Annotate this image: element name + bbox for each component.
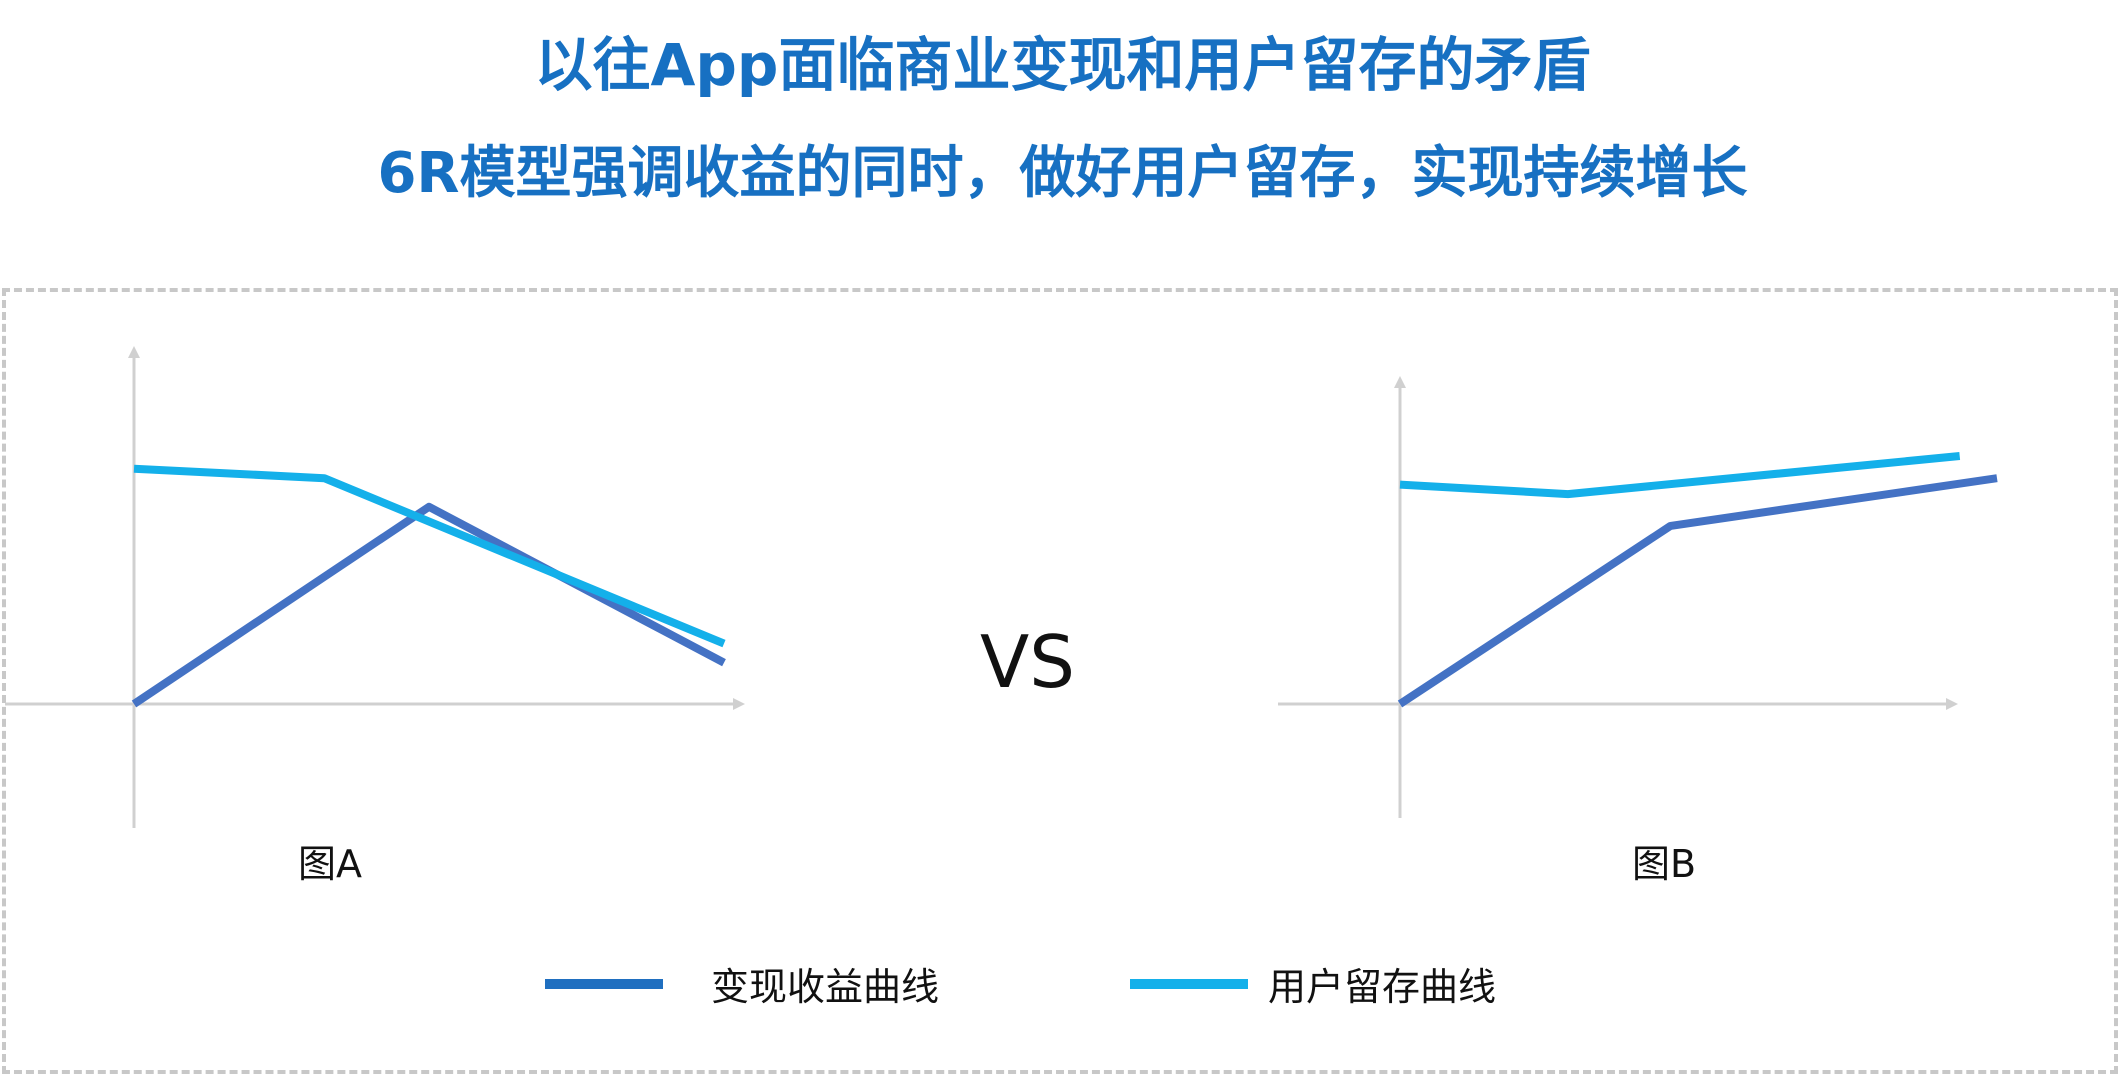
chart-b-x-axis-arrow: [1946, 698, 1958, 710]
chart-b-retention-line: [1399, 452, 1961, 499]
legend-item-revenue: 变现收益曲线: [545, 956, 939, 1011]
chart-b-revenue-line: [1397, 474, 1998, 708]
chart-b: [1278, 376, 1998, 818]
page-subtitle: 6R模型强调收益的同时，做好用户留存，实现持续增长: [377, 141, 1748, 206]
legend-swatch-revenue: [545, 978, 663, 989]
chart-frame: [2, 288, 2118, 1074]
legend-label-retention: 用户留存曲线: [1268, 965, 1497, 1009]
chart-a-caption: 图A: [298, 842, 362, 886]
chart-a-y-axis-arrow: [128, 346, 140, 358]
vs-label: VS: [980, 620, 1075, 704]
chart-b-caption: 图B: [1632, 842, 1697, 886]
legend-item-retention: 用户留存曲线: [1130, 956, 1496, 1011]
chart-b-y-axis-arrow: [1394, 376, 1406, 388]
legend-label-revenue: 变现收益曲线: [711, 965, 940, 1009]
chart-a-x-axis-arrow: [733, 698, 745, 710]
chart-a: [5, 346, 745, 828]
page-title: 以往App面临商业变现和用户留存的矛盾: [534, 31, 1591, 99]
chart-a-revenue-line: [131, 502, 726, 708]
chart-a-retention-line: [133, 464, 726, 648]
legend-swatch-retention: [1130, 978, 1248, 989]
